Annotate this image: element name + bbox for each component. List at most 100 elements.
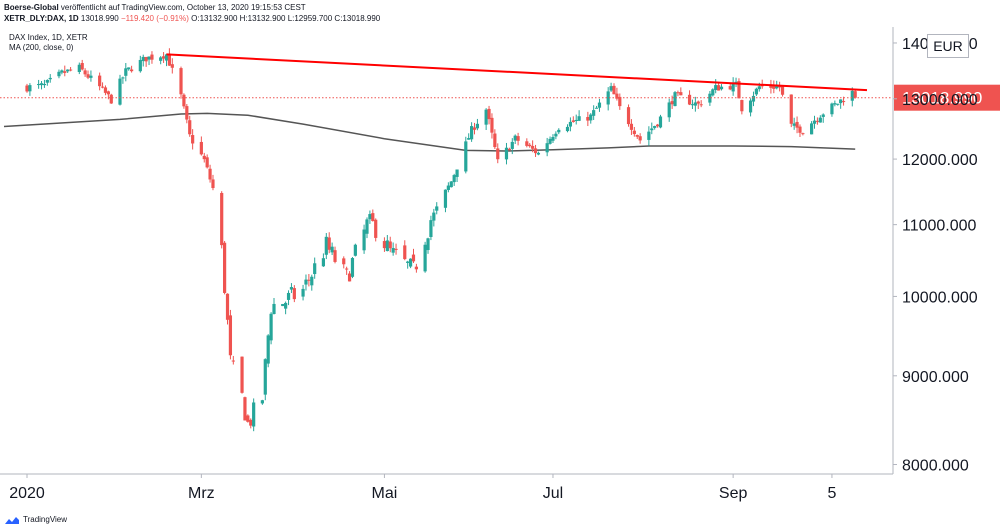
candle-body [780, 86, 785, 95]
candle-body [124, 68, 128, 76]
candle [25, 83, 29, 93]
candle [330, 242, 334, 256]
open-value: O:13132.900 [191, 14, 238, 23]
candle [150, 51, 154, 64]
candle-body [147, 56, 151, 60]
candle-body [353, 244, 357, 256]
candle-body [667, 102, 671, 118]
candle [647, 126, 651, 146]
candle-body [798, 126, 802, 133]
candle [836, 103, 840, 106]
candle [394, 243, 398, 255]
candle-body [246, 415, 250, 422]
candle [597, 98, 602, 112]
candle [130, 65, 134, 73]
candle [667, 98, 671, 122]
candle-body [708, 93, 712, 103]
indicator-legend[interactable]: MA (200, close, 0) [9, 43, 74, 52]
candle [225, 293, 230, 325]
candle-body [382, 241, 387, 249]
footer-brand: TradingView [4, 514, 67, 526]
candle [429, 215, 433, 241]
candle-body [719, 86, 724, 90]
candle [754, 87, 758, 97]
candle-body [531, 145, 535, 149]
candle-body [568, 121, 573, 127]
candle [60, 69, 64, 75]
candle-body [597, 102, 602, 108]
candle [403, 240, 407, 261]
candle [699, 100, 703, 108]
publisher-name: Boerse-Global [4, 3, 59, 12]
candle [504, 142, 509, 165]
plot-area[interactable] [0, 27, 893, 474]
candle-body [821, 114, 825, 117]
candle [353, 243, 357, 257]
candle-body [839, 99, 843, 104]
candle-body [853, 91, 857, 98]
candle-body [475, 123, 480, 129]
candle [853, 89, 857, 99]
candle [728, 83, 732, 91]
candle-body [513, 135, 517, 141]
candle [191, 129, 195, 150]
candle-body [443, 189, 448, 208]
candle-body [39, 83, 44, 86]
candle [347, 271, 352, 282]
candle [833, 100, 837, 107]
instrument-legend[interactable]: DAX Index, 1D, XETR [9, 33, 88, 42]
candle [612, 83, 616, 95]
candle-body [141, 56, 145, 62]
trend-line[interactable] [166, 53, 868, 92]
candle-body [68, 69, 73, 71]
candle-body [778, 86, 782, 88]
candle-body [528, 144, 532, 147]
candle [423, 241, 427, 273]
candle [324, 233, 328, 260]
time-axis[interactable]: 2020 Mrz Mai Jul Sep 5 [0, 473, 893, 502]
candle [470, 122, 474, 142]
candle-body [25, 85, 29, 92]
x-tick-label: 2020 [9, 485, 45, 502]
change-value: −119.420 (−0.91%) [120, 14, 189, 23]
candle-body [289, 287, 294, 290]
candle [208, 164, 212, 183]
candle-body [371, 213, 375, 222]
candle [138, 55, 142, 73]
candle-body [307, 279, 311, 281]
candle-body [89, 75, 93, 78]
candle-body [150, 54, 154, 60]
candle-body [249, 419, 253, 426]
candle [106, 90, 110, 100]
candle [118, 74, 122, 106]
candle-body [63, 71, 67, 73]
candle [365, 217, 369, 239]
candle-body [220, 192, 224, 246]
candle-body [365, 219, 369, 234]
candle-body [374, 219, 378, 238]
currency-badge[interactable]: EUR [927, 34, 969, 58]
candle [809, 121, 814, 135]
candle [653, 125, 657, 130]
candle-body [795, 121, 799, 128]
candle-body [406, 261, 410, 263]
candle [812, 115, 817, 129]
y-tick-label: 9000.000 [902, 369, 969, 386]
candle-body [284, 302, 288, 309]
candle-body [188, 120, 192, 135]
candle-body [310, 276, 314, 286]
candle [109, 93, 113, 104]
candle [650, 122, 654, 135]
candle [66, 69, 70, 73]
candle-body [100, 86, 105, 88]
candle [533, 144, 538, 157]
candle-body [693, 102, 697, 106]
candle-body [676, 92, 680, 94]
price-axis[interactable]: 8000.000 9000.000 10000.000 11000.000 12000.… [892, 27, 978, 475]
candle-body [414, 266, 418, 270]
candle-body [737, 81, 741, 99]
candle [144, 56, 148, 67]
candle [182, 93, 186, 109]
candle [86, 70, 90, 80]
